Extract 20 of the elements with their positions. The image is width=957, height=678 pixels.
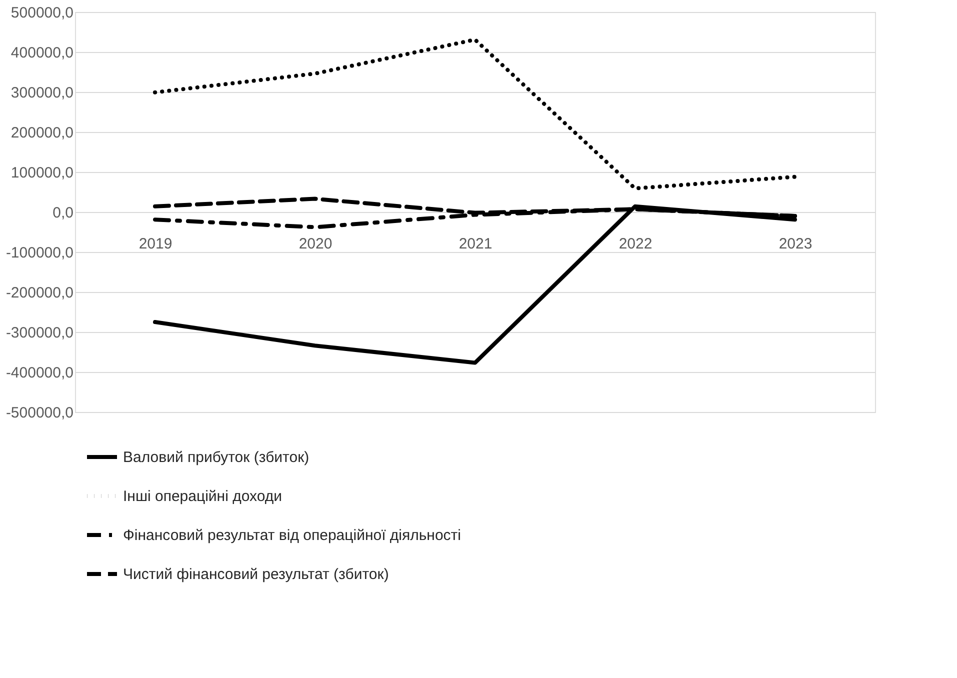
y-tick-label: 200000,0 bbox=[10, 124, 74, 142]
x-tick-label: 2021 bbox=[458, 236, 492, 252]
y-tick-label: -100000,0 bbox=[6, 244, 74, 262]
y-tick-label: -400000,0 bbox=[6, 364, 74, 382]
y-tick-label: 100000,0 bbox=[10, 164, 74, 182]
x-tick-label: 2020 bbox=[298, 236, 332, 252]
y-tick-label: 400000,0 bbox=[10, 44, 74, 62]
legend-label: Валовий прибуток (збиток) bbox=[123, 449, 310, 466]
x-tick-label: 2019 bbox=[138, 236, 172, 252]
y-tick-label: 300000,0 bbox=[10, 84, 74, 102]
x-tick-label: 2023 bbox=[778, 236, 812, 252]
y-tick-label: -500000,0 bbox=[6, 404, 74, 422]
legend-label: Фінансовий результат від операційної діяльності bbox=[123, 527, 462, 544]
legend-label: Інші операційні доходи bbox=[123, 488, 282, 505]
legend-label: Чистий фінансовий результат (збиток) bbox=[123, 566, 389, 583]
y-tick-label: -300000,0 bbox=[6, 324, 74, 342]
y-tick-label: -200000,0 bbox=[6, 284, 74, 302]
x-tick-label: 2022 bbox=[618, 236, 652, 252]
y-tick-label: 500000,0 bbox=[10, 4, 74, 22]
y-tick-label: 0,0 bbox=[52, 204, 74, 222]
